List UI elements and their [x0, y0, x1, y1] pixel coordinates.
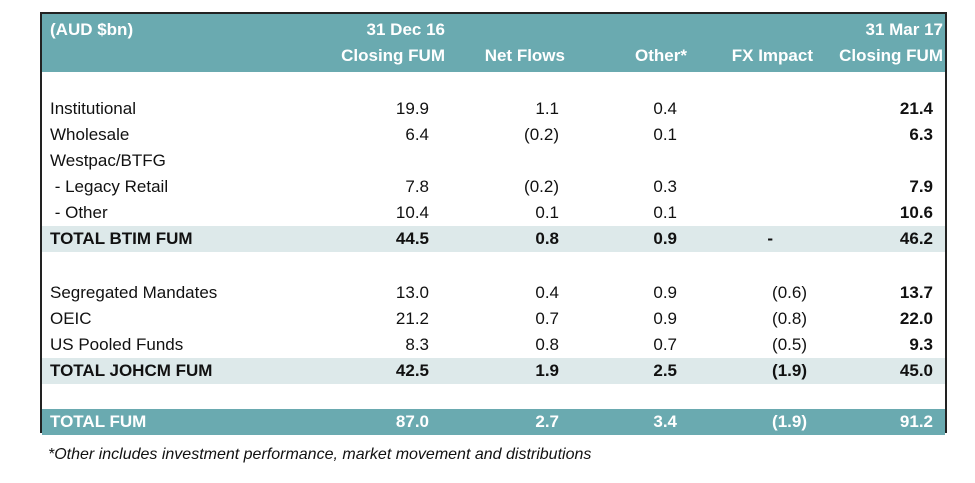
cell-net-flows: 1.1: [535, 99, 559, 118]
cell-closing-mar: 9.3: [909, 335, 933, 354]
row-label: TOTAL FUM: [50, 412, 147, 431]
cell-net-flows: 0.8: [535, 229, 559, 248]
cell-closing-mar: 6.3: [909, 125, 933, 144]
footnote: *Other includes investment performance, …: [48, 446, 592, 463]
col4-header: FX Impact: [731, 46, 813, 65]
cell-closing-dec: 42.5: [395, 361, 429, 380]
cell-other: 3.4: [653, 412, 677, 431]
table-row: - Legacy Retail 7.8 (0.2) 0.3 7.9: [42, 174, 945, 200]
row-label: Institutional: [50, 99, 136, 118]
cell-other: 0.3: [653, 177, 677, 196]
cell-closing-mar: 10.6: [899, 203, 933, 222]
grand-total-row: TOTAL FUM 87.0 2.7 3.4 (1.9) 91.2: [42, 409, 945, 435]
cell-other: 0.1: [653, 125, 677, 144]
cell-closing-mar: 13.7: [899, 283, 933, 302]
cell-closing-dec: 21.2: [395, 309, 429, 328]
cell-fx: (1.9): [772, 412, 807, 431]
cell-other: 0.9: [653, 229, 677, 248]
cell-closing-mar: 46.2: [899, 229, 933, 248]
cell-other: 0.9: [653, 309, 677, 328]
cell-closing-dec: 10.4: [395, 203, 429, 222]
cell-other: 2.5: [653, 361, 677, 380]
cell-net-flows: 0.1: [535, 203, 559, 222]
unit-label: (AUD $bn): [50, 20, 134, 39]
row-label: OEIC: [50, 309, 92, 328]
cell-net-flows: 0.8: [535, 335, 559, 354]
table-row: Segregated Mandates 13.0 0.4 0.9 (0.6) 1…: [42, 280, 945, 306]
col1-header-line2: Closing FUM: [341, 46, 445, 65]
cell-closing-dec: 19.9: [395, 99, 429, 118]
cell-fx: (0.5): [772, 335, 807, 354]
cell-closing-dec: 87.0: [395, 412, 429, 431]
row-label: TOTAL BTIM FUM: [50, 229, 193, 248]
table-row: OEIC 21.2 0.7 0.9 (0.8) 22.0: [42, 306, 945, 332]
cell-net-flows: 1.9: [535, 361, 559, 380]
cell-net-flows: 0.7: [535, 309, 559, 328]
cell-closing-dec: 44.5: [395, 229, 429, 248]
row-label: - Other: [50, 203, 108, 222]
table-header: (AUD $bn) 31 Dec 16 Closing FUM Net Flow…: [42, 14, 945, 72]
cell-other: 0.4: [653, 99, 677, 118]
cell-other: 0.9: [653, 283, 677, 302]
cell-fx: (0.6): [772, 283, 807, 302]
table-row: - Other 10.4 0.1 0.1 10.6: [42, 200, 945, 226]
cell-closing-mar: 7.9: [909, 177, 933, 196]
col3-header: Other*: [635, 46, 687, 65]
fum-table: (AUD $bn) 31 Dec 16 Closing FUM Net Flow…: [40, 12, 947, 435]
cell-other: 0.1: [653, 203, 677, 222]
row-label: - Legacy Retail: [50, 177, 169, 196]
cell-net-flows: 2.7: [535, 412, 559, 431]
cell-fx: -: [767, 229, 773, 248]
row-label: Wholesale: [50, 125, 130, 144]
cell-net-flows: (0.2): [524, 177, 559, 196]
subtotal-row: TOTAL BTIM FUM 44.5 0.8 0.9 - 46.2: [42, 226, 945, 252]
cell-closing-dec: 13.0: [395, 283, 429, 302]
cell-closing-mar: 45.0: [899, 361, 933, 380]
cell-fx: (1.9): [772, 361, 807, 380]
cell-net-flows: (0.2): [524, 125, 559, 144]
cell-fx: (0.8): [772, 309, 807, 328]
cell-closing-mar: 21.4: [899, 99, 933, 118]
col5-header-line2: Closing FUM: [839, 46, 943, 65]
col5-header-line1: 31 Mar 17: [865, 20, 944, 39]
table-row: Wholesale 6.4 (0.2) 0.1 6.3: [42, 122, 945, 148]
col1-header-line1: 31 Dec 16: [366, 20, 445, 39]
cell-other: 0.7: [653, 335, 677, 354]
row-label: Westpac/BTFG: [50, 151, 166, 170]
table-row: US Pooled Funds 8.3 0.8 0.7 (0.5) 9.3: [42, 332, 945, 358]
cell-net-flows: 0.4: [535, 283, 559, 302]
row-label: Segregated Mandates: [50, 283, 218, 302]
row-label: TOTAL JOHCM FUM: [50, 361, 213, 380]
cell-closing-dec: 6.4: [405, 125, 429, 144]
table-row: Institutional 19.9 1.1 0.4 21.4: [42, 96, 945, 122]
table-row: Westpac/BTFG: [42, 148, 945, 174]
cell-closing-mar: 22.0: [899, 309, 933, 328]
row-label: US Pooled Funds: [50, 335, 184, 354]
top-strip: [0, 0, 975, 6]
cell-closing-dec: 7.8: [405, 177, 429, 196]
subtotal-row: TOTAL JOHCM FUM 42.5 1.9 2.5 (1.9) 45.0: [42, 358, 945, 384]
col2-header: Net Flows: [484, 46, 565, 65]
cell-closing-mar: 91.2: [899, 412, 933, 431]
cell-closing-dec: 8.3: [405, 335, 429, 354]
